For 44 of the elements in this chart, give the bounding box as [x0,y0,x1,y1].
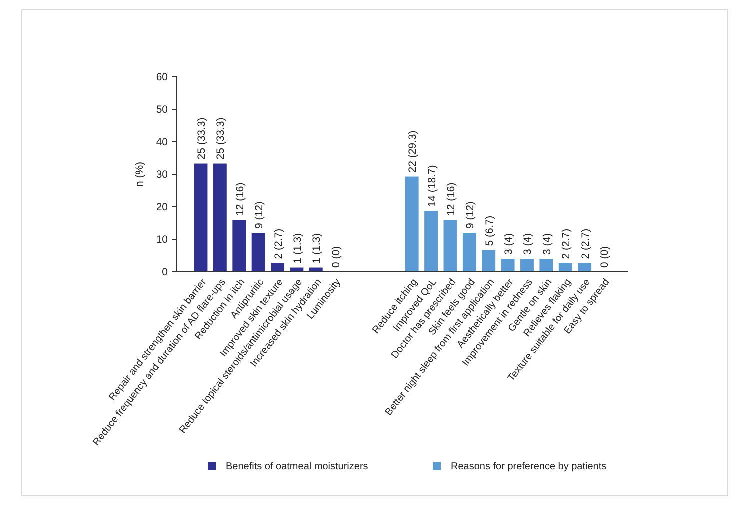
bar [444,220,458,272]
bar [462,233,476,272]
data-label: 2 (2.7) [272,228,285,260]
data-label: 3 (4) [541,233,554,255]
y-tick-label: 20 [156,202,168,214]
bar [213,164,227,272]
data-label: 3 (4) [522,233,534,255]
data-label: 25 (33.3) [196,118,208,160]
data-label: 25 (33.3) [215,118,228,160]
bar [501,259,515,272]
bar [520,259,534,272]
data-label: 1 (1.3) [311,233,324,264]
bar [271,263,284,272]
data-label: 22 (29.3) [407,130,420,173]
data-label: 1 (1.3) [292,233,304,264]
y-tick-label: 50 [156,104,168,116]
data-label: 0 (0) [330,246,342,268]
legend-label: Benefits of oatmeal moisturizers [226,462,368,472]
y-tick-label: 0 [162,266,168,279]
data-label: 0 (0) [599,246,612,268]
y-tick-label: 30 [156,169,168,182]
legend-label: Reasons for preference by patients [451,462,607,472]
bar [558,263,572,272]
bar [540,259,554,272]
data-label: 9 (12) [464,202,477,229]
data-label: 2 (2.7) [560,228,573,260]
bar [405,176,419,272]
bar [252,233,266,272]
bar [194,164,208,272]
y-tick-label: 10 [156,234,168,246]
data-label: 5 (6.7) [484,216,496,246]
data-label: 12 (16) [234,182,246,216]
data-label: 12 (16) [445,182,458,216]
data-label: 9 (12) [254,202,266,229]
y-tick-label: 60 [156,72,168,84]
data-label: 14 (18.7) [426,165,438,208]
bar [482,250,496,272]
bar [578,263,592,272]
data-label: 3 (4) [503,233,516,255]
y-axis-title: n (%) [134,162,146,188]
data-label: 2 (2.7) [580,228,592,260]
bar [424,211,438,272]
bar [232,220,246,272]
y-tick-label: 40 [156,136,168,149]
